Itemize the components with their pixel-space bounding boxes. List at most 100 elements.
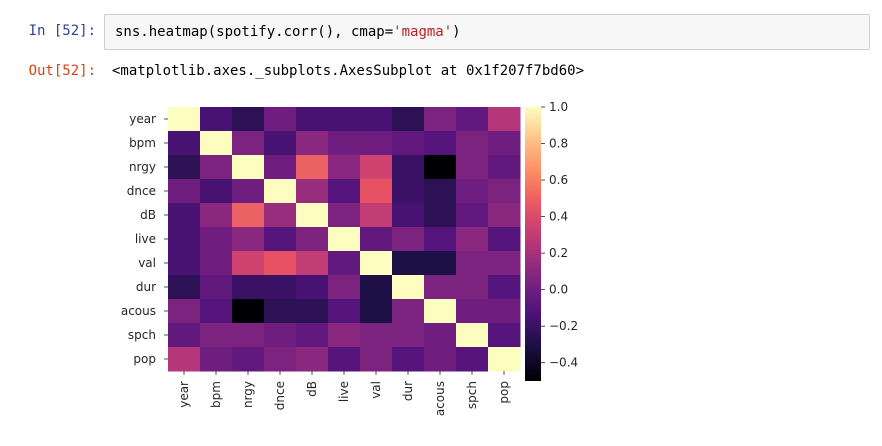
heatmap-cell-dB-dB (296, 203, 329, 228)
y-tick-label: dur (136, 280, 156, 294)
x-tick-label: bpm (209, 381, 223, 408)
heatmap-cell-dnce-dB (296, 179, 329, 204)
heatmap-cell-dB-spch (456, 203, 489, 228)
heatmap-cell-nrgy-dnce (264, 155, 297, 180)
heatmap-cell-nrgy-spch (456, 155, 489, 180)
heatmap-cell-acous-val (360, 299, 393, 324)
heatmap-cell-dnce-dur (392, 179, 425, 204)
heatmap-cell-dB-val (360, 203, 393, 228)
heatmap-cell-live-year (168, 227, 201, 252)
heatmap-cell-dur-dB (296, 275, 329, 300)
colorbar-tick-label: 0.4 (549, 210, 568, 224)
heatmap-cell-spch-live (328, 323, 361, 348)
colorbar (525, 107, 541, 381)
heatmap-cell-dB-year (168, 203, 201, 228)
heatmap-cell-bpm-nrgy (232, 131, 265, 156)
heatmap-cell-year-nrgy (232, 107, 265, 132)
x-tick-label: dB (305, 381, 319, 397)
heatmap-cell-bpm-year (168, 131, 201, 156)
heatmap-cell-dB-dur (392, 203, 425, 228)
heatmap-cell-acous-dur (392, 299, 425, 324)
y-tick-label: live (135, 232, 156, 246)
heatmap-cell-dnce-live (328, 179, 361, 204)
y-tick-label: nrgy (129, 160, 156, 174)
heatmap-cell-nrgy-acous (424, 155, 457, 180)
y-tick-label: pop (133, 352, 156, 366)
heatmap-cell-bpm-dur (392, 131, 425, 156)
heatmap-cell-acous-dnce (264, 299, 297, 324)
code-text: sns.heatmap(spotify.corr(), cmap= (115, 24, 394, 40)
heatmap-cell-acous-live (328, 299, 361, 324)
heatmap-cell-nrgy-year (168, 155, 201, 180)
heatmap-cell-dnce-nrgy (232, 179, 265, 204)
heatmap-cell-nrgy-live (328, 155, 361, 180)
output-repr: <matplotlib.axes._subplots.AxesSubplot a… (112, 63, 585, 79)
heatmap-cell-nrgy-pop (488, 155, 521, 180)
heatmap-cell-dur-dnce (264, 275, 297, 300)
heatmap-cell-dnce-bpm (200, 179, 233, 204)
y-tick-label: dnce (127, 184, 156, 198)
heatmap-cell-spch-dur (392, 323, 425, 348)
heatmap-cell-pop-dnce (264, 347, 297, 372)
heatmap-cell-spch-dnce (264, 323, 297, 348)
heatmap-cell-spch-year (168, 323, 201, 348)
x-tick-label: nrgy (241, 381, 255, 408)
heatmap-cell-live-spch (456, 227, 489, 252)
colorbar-tick-label: −0.4 (549, 356, 578, 370)
x-tick-label: dur (401, 381, 415, 401)
heatmap-cell-val-dnce (264, 251, 297, 276)
heatmap-cell-live-val (360, 227, 393, 252)
heatmap-cell-year-live (328, 107, 361, 132)
heatmap-cell-dB-acous (424, 203, 457, 228)
heatmap-cell-live-dnce (264, 227, 297, 252)
heatmap-cell-pop-bpm (200, 347, 233, 372)
heatmap-cell-val-val (360, 251, 393, 276)
heatmap-cell-pop-nrgy (232, 347, 265, 372)
colorbar-tick-label: 0.2 (549, 246, 568, 260)
heatmap-cell-pop-year (168, 347, 201, 372)
heatmap-cell-pop-dur (392, 347, 425, 372)
x-tick-label: year (177, 381, 191, 408)
heatmap-cell-dnce-year (168, 179, 201, 204)
heatmap-cell-live-pop (488, 227, 521, 252)
heatmap-cell-dur-spch (456, 275, 489, 300)
x-tick-label: val (369, 381, 383, 399)
heatmap-cell-dnce-dnce (264, 179, 297, 204)
heatmap-cell-year-bpm (200, 107, 233, 132)
x-tick-label: acous (433, 381, 447, 416)
heatmap-cell-dur-pop (488, 275, 521, 300)
heatmap-cell-dB-bpm (200, 203, 233, 228)
heatmap-cell-nrgy-dB (296, 155, 329, 180)
code-input-cell[interactable]: sns.heatmap(spotify.corr(), cmap='magma'… (104, 14, 870, 50)
heatmap-cell-live-dur (392, 227, 425, 252)
code-string-literal: 'magma' (393, 24, 453, 40)
heatmap-cell-val-dur (392, 251, 425, 276)
y-tick-label: bpm (129, 136, 156, 150)
heatmap-cell-spch-pop (488, 323, 521, 348)
heatmap-cell-dB-nrgy (232, 203, 265, 228)
heatmap-cell-acous-nrgy (232, 299, 265, 324)
y-tick-label: year (129, 112, 156, 126)
colorbar-tick-label: 1.0 (549, 100, 568, 114)
heatmap-cell-pop-live (328, 347, 361, 372)
heatmap-cell-acous-year (168, 299, 201, 324)
heatmap-cell-val-live (328, 251, 361, 276)
heatmap-cell-year-year (168, 107, 201, 132)
y-tick-label: val (138, 256, 156, 270)
heatmap-cell-val-bpm (200, 251, 233, 276)
colorbar-tick-label: 0.8 (549, 137, 568, 151)
colorbar-tick-label: 0.6 (549, 173, 568, 187)
heatmap-cell-year-dnce (264, 107, 297, 132)
x-tick-label: live (337, 381, 351, 402)
heatmap-cell-dur-dur (392, 275, 425, 300)
heatmap-cell-nrgy-val (360, 155, 393, 180)
heatmap-cell-dur-val (360, 275, 393, 300)
heatmap-cell-dB-pop (488, 203, 521, 228)
heatmap-cell-year-spch (456, 107, 489, 132)
heatmap-cell-nrgy-nrgy (232, 155, 265, 180)
heatmap-cell-year-val (360, 107, 393, 132)
heatmap-cell-nrgy-bpm (200, 155, 233, 180)
heatmap-cell-bpm-acous (424, 131, 457, 156)
heatmap-cell-pop-spch (456, 347, 489, 372)
